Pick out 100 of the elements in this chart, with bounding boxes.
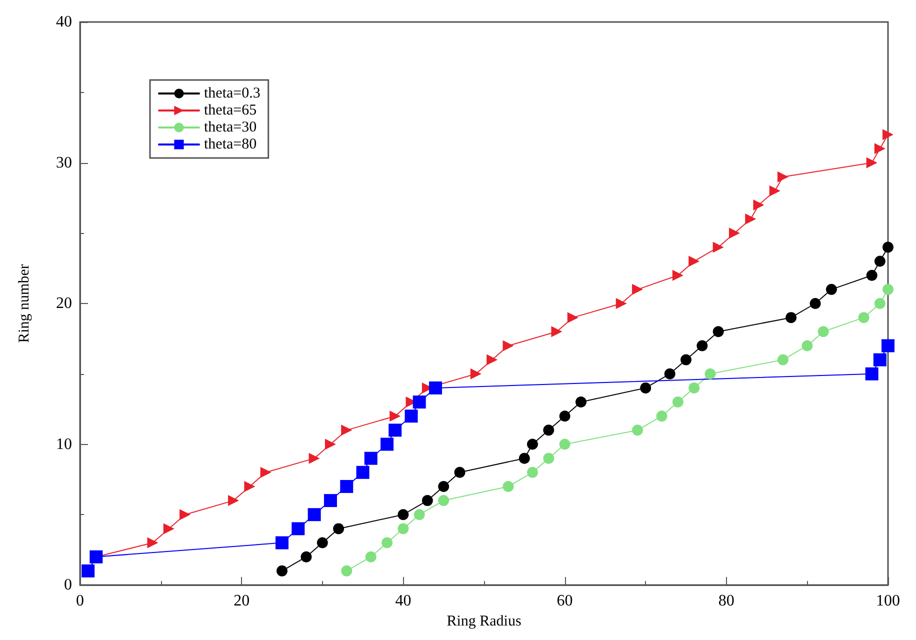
point: [470, 368, 482, 380]
point: [688, 382, 700, 394]
point: [316, 537, 328, 548]
point: [866, 270, 878, 281]
point: [866, 157, 878, 168]
point: [728, 228, 740, 239]
point: [873, 353, 886, 366]
x-tick-label: 100: [876, 592, 900, 610]
point: [745, 214, 756, 225]
y-axis-title: Ring number: [16, 264, 32, 343]
point: [300, 551, 312, 562]
point: [364, 452, 378, 465]
point: [616, 298, 627, 309]
x-tick-label: 80: [718, 592, 734, 610]
point: [404, 410, 418, 423]
y-tick-label: 40: [56, 14, 72, 30]
point: [324, 438, 336, 450]
point: [228, 495, 240, 506]
point: [180, 509, 191, 520]
point: [769, 185, 780, 196]
point: [340, 480, 354, 493]
point: [712, 242, 724, 253]
point: [163, 523, 174, 534]
point: [292, 522, 305, 536]
legend-label: theta=80: [204, 136, 257, 152]
point: [502, 340, 514, 352]
y-tick-label: 30: [56, 154, 72, 172]
point: [777, 354, 788, 366]
point: [308, 508, 321, 522]
point: [826, 284, 837, 295]
point: [365, 551, 376, 562]
point: [777, 171, 788, 182]
point: [712, 326, 724, 338]
x-axis-title: Ring Radius: [446, 613, 522, 630]
point: [429, 381, 442, 394]
point: [696, 340, 708, 352]
point: [632, 424, 644, 436]
point: [380, 438, 394, 451]
point: [802, 340, 813, 352]
point: [882, 284, 894, 295]
point: [398, 509, 409, 520]
point: [704, 368, 716, 380]
point: [422, 495, 433, 506]
point: [382, 537, 393, 548]
y-tick-label: 10: [56, 436, 72, 453]
point: [559, 410, 570, 422]
point: [276, 565, 288, 576]
x-tick-label: 20: [234, 592, 250, 610]
point: [147, 537, 158, 548]
point: [688, 256, 700, 267]
point: [356, 466, 370, 479]
point: [454, 466, 466, 478]
point: [680, 354, 692, 366]
point: [672, 396, 684, 408]
point: [526, 438, 538, 450]
point: [438, 480, 450, 492]
point: [551, 326, 562, 338]
point: [518, 452, 530, 464]
point: [324, 494, 337, 508]
point: [502, 480, 514, 492]
point: [543, 424, 554, 436]
point: [244, 480, 256, 492]
y-tick-label: 20: [56, 295, 72, 312]
point: [308, 452, 320, 464]
point: [664, 368, 676, 380]
point: [567, 312, 578, 324]
point: [882, 339, 894, 352]
point: [882, 242, 894, 253]
point: [333, 523, 344, 534]
point: [818, 326, 829, 338]
point: [672, 270, 684, 281]
legend-label: theta=30: [204, 120, 257, 136]
point: [656, 410, 668, 422]
x-tick-label: 60: [556, 592, 573, 610]
legend-label: theta=0.3: [204, 86, 260, 102]
point: [858, 312, 870, 324]
point: [398, 523, 409, 534]
point: [559, 438, 570, 450]
point: [276, 536, 288, 550]
point: [82, 564, 95, 578]
point: [388, 424, 402, 437]
x-tick-label: 40: [395, 592, 412, 610]
point: [753, 199, 764, 210]
point: [786, 312, 797, 324]
point: [874, 256, 886, 267]
point: [260, 466, 272, 478]
point: [640, 382, 652, 394]
point: [543, 452, 554, 464]
point: [874, 143, 886, 154]
point: [810, 298, 821, 309]
point: [341, 565, 352, 576]
point: [874, 298, 886, 309]
point: [526, 466, 538, 478]
point: [882, 129, 894, 140]
point: [390, 410, 401, 422]
point: [341, 424, 352, 436]
point: [486, 354, 498, 366]
x-tick-label: 0: [76, 592, 84, 610]
point: [412, 396, 426, 409]
point: [865, 367, 878, 380]
